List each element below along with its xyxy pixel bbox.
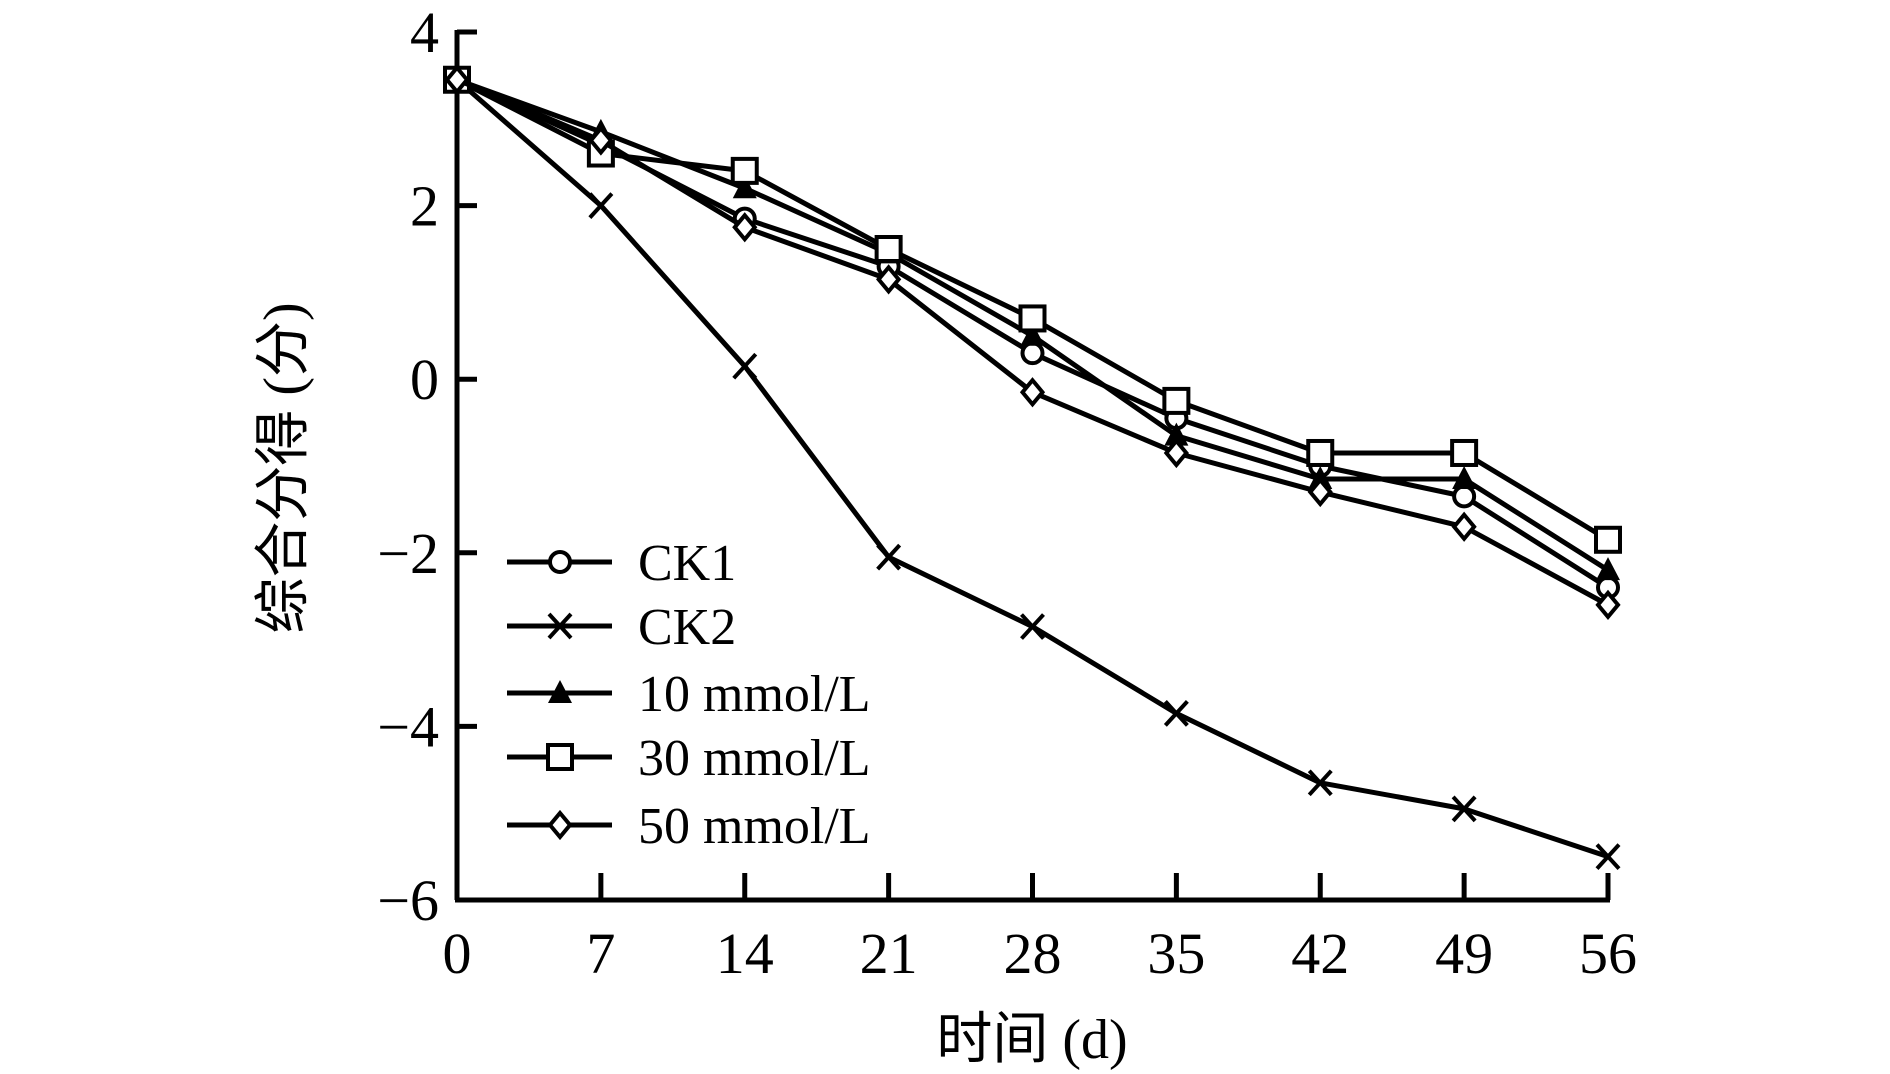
legend-item: 50 mmol/L [507, 798, 871, 855]
y-tick-label: 4 [410, 0, 439, 65]
data-point [1018, 304, 1047, 333]
data-point [1019, 377, 1046, 408]
data-point [874, 235, 903, 263]
legend-item: CK2 [507, 599, 736, 656]
legend-label: 50 mmol/L [638, 798, 871, 855]
data-point [1162, 386, 1191, 415]
legend: CK1 CK2 10 mmol/L 30 mmol/L 50 mmol/L [507, 535, 871, 855]
y-tick-label: 0 [410, 347, 439, 412]
data-point [730, 156, 759, 185]
data-point [1595, 843, 1621, 870]
x-tick-label: 14 [716, 921, 774, 986]
data-point [1163, 700, 1189, 727]
data-point [588, 125, 614, 156]
y-axis-title: 综合分得 (分) [253, 302, 315, 633]
legend-label: CK1 [638, 535, 736, 592]
legend-item: 30 mmol/L [507, 730, 871, 787]
x-marker-stroke [1451, 795, 1477, 823]
data-point [1164, 422, 1189, 446]
legend-marker [546, 743, 574, 771]
legend-marker [548, 550, 572, 574]
x-tick-label: 0 [443, 921, 472, 986]
data-point [1020, 613, 1045, 640]
x-axis-title: 时间 (d) [936, 1009, 1127, 1071]
data-point [1306, 438, 1335, 467]
data-point [1595, 589, 1621, 621]
data-point [1596, 557, 1620, 581]
x-marker-stroke [1595, 843, 1621, 870]
x-marker-stroke [732, 352, 758, 380]
x-marker-stroke [876, 543, 902, 571]
x-tick-label: 21 [860, 921, 918, 986]
x-marker-stroke [547, 612, 573, 640]
data-point [1307, 769, 1333, 797]
data-point [732, 352, 758, 380]
legend-item: 10 mmol/L [507, 666, 871, 723]
x-tick-label: 42 [1291, 921, 1349, 986]
x-tick-label: 28 [1004, 921, 1062, 986]
legend-marker [547, 809, 573, 841]
data-point [1163, 437, 1189, 469]
legend-label: 10 mmol/L [638, 666, 871, 723]
data-point [1452, 484, 1477, 509]
data-point [1451, 511, 1477, 542]
data-point [1020, 341, 1045, 366]
data-point [732, 175, 757, 199]
series-ck2 [444, 66, 1621, 870]
x-marker-stroke [1163, 700, 1189, 727]
data-point [732, 212, 758, 243]
legend-marker [548, 680, 572, 703]
y-tick-label: −6 [377, 868, 439, 933]
data-point [1452, 466, 1477, 490]
x-ticks: 0 7 14 21 28 35 42 49 56 [443, 873, 1637, 986]
x-marker-stroke [1307, 769, 1333, 797]
series-50-mmol-l [444, 64, 1621, 621]
y-tick-label: 2 [410, 174, 439, 239]
series-line [455, 77, 1609, 859]
data-point [588, 192, 614, 219]
data-point [444, 64, 470, 95]
x-marker-stroke [588, 192, 614, 219]
x-marker-stroke [1020, 613, 1045, 640]
legend-label: CK2 [638, 599, 736, 656]
data-point [876, 264, 902, 295]
legend-item: CK1 [507, 535, 736, 592]
data-point [1450, 438, 1479, 467]
x-tick-label: 49 [1435, 921, 1493, 986]
legend-label: 30 mmol/L [638, 730, 871, 787]
x-tick-label: 35 [1147, 921, 1205, 986]
y-tick-label: −2 [377, 521, 439, 586]
legend-marker [547, 612, 573, 640]
x-tick-label: 56 [1579, 921, 1637, 986]
data-point [1594, 525, 1622, 554]
x-tick-label: 7 [586, 921, 615, 986]
data-point [1451, 795, 1477, 823]
data-point [1020, 322, 1045, 346]
data-point [876, 543, 902, 571]
y-tick-label: −4 [377, 694, 439, 759]
y-ticks: 4 2 0 −2 −4 −6 [377, 0, 477, 933]
series-group [443, 64, 1622, 870]
data-point [1307, 476, 1333, 508]
